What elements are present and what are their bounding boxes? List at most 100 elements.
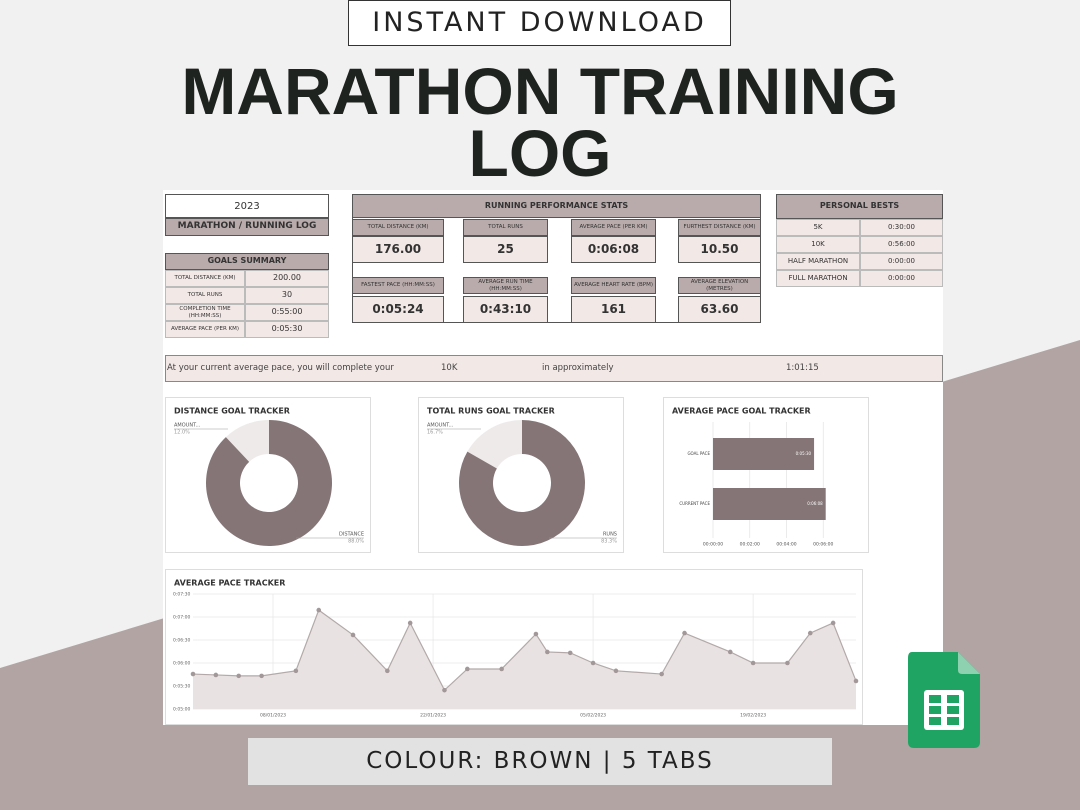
point <box>682 630 687 636</box>
best-label: FULL MARATHON <box>776 270 860 287</box>
stat-value: 176.00 <box>352 236 444 263</box>
chart: AVERAGE PACE TRACKER 0:05:00 0:05:30 0:06:0… <box>165 569 863 725</box>
point <box>442 687 447 693</box>
point <box>259 673 264 679</box>
point <box>567 650 573 656</box>
bests-header: PERSONAL BESTS <box>776 194 943 219</box>
chart-title: DISTANCE GOAL TRACKER <box>174 407 290 416</box>
goal-value: 0:05:30 <box>245 321 329 338</box>
point <box>385 668 390 674</box>
category-label: GOAL PACE <box>687 451 710 456</box>
best-label: 5K <box>776 219 860 236</box>
point <box>830 620 836 626</box>
x-tick-label: 05/02/2023 <box>580 713 606 719</box>
year-cell: 2023 <box>165 194 329 218</box>
stat-label: AVERAGE HEART RATE (BPM) <box>571 277 656 294</box>
point <box>213 672 219 678</box>
bottom-label: COLOUR: BROWN | 5 TABS <box>248 738 832 785</box>
best-label: 10K <box>776 236 860 253</box>
y-tick-label: 0:05:00 <box>173 707 190 713</box>
bar-label: 0:05:30 <box>796 451 812 456</box>
point <box>659 671 664 677</box>
stat-label: FURTHEST DISTANCE (KM) <box>678 219 761 236</box>
x-tick-label: 00:00:00 <box>703 542 723 548</box>
slice-label: AMOUNT... <box>174 423 201 429</box>
goal-value: 30 <box>245 287 329 304</box>
slice-value: 88.0% <box>348 539 364 545</box>
point <box>190 671 196 677</box>
donut-slice <box>467 420 522 469</box>
stat-value: 0:05:24 <box>352 296 444 323</box>
chart: DISTANCE GOAL TRACKER AMOUNT...12.0% DISTA… <box>165 397 371 553</box>
donut-slice <box>225 420 269 462</box>
goal-value: 0:55:00 <box>245 304 329 321</box>
slice-label: AMOUNT... <box>427 423 454 429</box>
y-tick-label: 0:06:00 <box>173 661 190 667</box>
best-value: 0:30:00 <box>860 219 943 236</box>
best-value: 0:56:00 <box>860 236 943 253</box>
log-name: MARATHON / RUNNING LOG <box>165 218 329 236</box>
point <box>545 649 550 655</box>
bar <box>713 438 815 470</box>
stats-header: RUNNING PERFORMANCE STATS <box>352 194 761 218</box>
slice-label: DISTANCE <box>339 532 364 538</box>
chart: AVERAGE PACE GOAL TRACKER 00:00:00 00:02:0… <box>663 397 869 553</box>
point <box>293 668 299 674</box>
point <box>785 660 790 666</box>
main-title: MARATHON TRAINING LOG <box>181 54 899 190</box>
projection-distance: 10K <box>441 362 458 373</box>
goal-label: AVERAGE PACE (PER KM) <box>165 321 245 338</box>
x-tick-label: 19/02/2023 <box>740 713 766 719</box>
area-fill <box>193 610 856 709</box>
stat-value: 25 <box>463 236 548 263</box>
stat-label: AVERAGE ELEVATION (METRES) <box>678 277 761 294</box>
donut-slice <box>459 420 585 546</box>
y-tick-label: 0:07:30 <box>173 592 190 598</box>
y-tick-label: 0:07:00 <box>173 615 190 621</box>
goal-value: 200.00 <box>245 270 329 287</box>
stat-label: AVERAGE RUN TIME (HH:MM:SS) <box>463 277 548 294</box>
x-tick-label: 22/01/2023 <box>420 713 446 719</box>
point <box>613 668 619 674</box>
slice-label: RUNS <box>603 532 617 538</box>
goals-header: GOALS SUMMARY <box>165 253 329 270</box>
stat-value: 0:06:08 <box>571 236 656 263</box>
point <box>350 632 356 638</box>
bar-label: 0:06:08 <box>807 501 823 506</box>
point <box>236 673 242 679</box>
chart: TOTAL RUNS GOAL TRACKER AMOUNT...16.7% RUN… <box>418 397 624 553</box>
y-tick-label: 0:05:30 <box>173 684 190 690</box>
projection-middle: in approximately <box>542 362 614 373</box>
chart-title: AVERAGE PACE TRACKER <box>174 579 285 588</box>
projection-time: 1:01:15 <box>786 362 819 373</box>
point <box>499 666 504 672</box>
x-tick-label: 00:04:00 <box>776 542 796 548</box>
x-tick-label: 08/01/2023 <box>260 713 286 719</box>
slice-value: 83.3% <box>601 539 617 545</box>
stat-label: AVERAGE PACE (PER KM) <box>571 219 656 236</box>
projection-bar <box>165 355 943 382</box>
goal-label: COMPLETION TIME (HH:MM:SS) <box>165 304 245 321</box>
top-label: INSTANT DOWNLOAD <box>348 0 731 46</box>
x-tick-label: 00:06:00 <box>813 542 833 548</box>
point <box>853 678 859 684</box>
slice-value: 16.7% <box>427 430 443 436</box>
stat-value: 63.60 <box>678 296 761 323</box>
stat-label: TOTAL DISTANCE (KM) <box>352 219 444 236</box>
goal-label: TOTAL DISTANCE (KM) <box>165 270 245 287</box>
chart-title: TOTAL RUNS GOAL TRACKER <box>427 407 555 416</box>
stat-value: 10.50 <box>678 236 761 263</box>
goal-label: TOTAL RUNS <box>165 287 245 304</box>
point <box>533 631 539 637</box>
point <box>465 666 470 672</box>
best-label: HALF MARATHON <box>776 253 860 270</box>
point <box>407 620 413 626</box>
sheets-icon <box>908 652 980 748</box>
best-value: 0:00:00 <box>860 270 943 287</box>
x-tick-label: 00:02:00 <box>740 542 760 548</box>
stat-value: 161 <box>571 296 656 323</box>
point <box>590 660 596 666</box>
stat-label: FASTEST PACE (HH:MM:SS) <box>352 277 444 294</box>
point <box>750 660 756 666</box>
